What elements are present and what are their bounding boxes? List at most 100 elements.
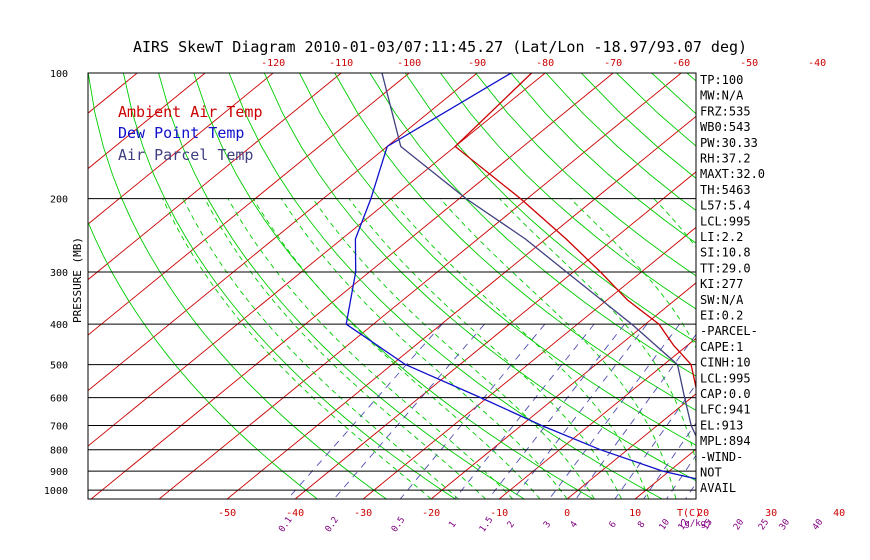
moist-adiabat-line <box>182 198 459 499</box>
series-layer <box>345 73 696 480</box>
moist-adiabat-line <box>280 198 568 499</box>
isotherm-line <box>88 73 274 225</box>
dry-adiabat-line <box>228 73 663 499</box>
top-temp-tick-label: -90 <box>468 58 486 69</box>
moist-adiabat-line <box>839 199 870 499</box>
dry-adiabat-line <box>88 221 318 499</box>
moist-adiabat-line <box>204 198 486 499</box>
dry-adiabat-line <box>651 73 696 115</box>
isotherm-line <box>362 226 696 499</box>
top-temp-tick-label: -70 <box>604 58 622 69</box>
mixing-ratio-line <box>512 323 648 499</box>
stat-line: TP:100 <box>700 73 743 87</box>
top-temp-tick-label: -50 <box>740 58 758 69</box>
moist-adiabat-line <box>312 198 595 499</box>
pressure-tick-label: 100 <box>50 69 68 80</box>
mixing-ratio-line <box>575 333 696 499</box>
stat-line: TH:5463 <box>700 183 751 197</box>
mixing-ratio-line <box>787 324 870 499</box>
top-temp-tick-label: -100 <box>397 58 421 69</box>
isotherm-line <box>158 73 682 499</box>
isotherm-line <box>566 393 696 499</box>
isotherm-line <box>294 171 696 499</box>
stat-line: MPL:894 <box>700 434 751 448</box>
pressure-tick-label: 900 <box>50 467 68 478</box>
bottom-temp-tick-label: 40 <box>833 508 845 519</box>
mixing-ratio-tick-label: 4 <box>569 520 580 530</box>
isotherm-line <box>88 73 546 447</box>
stat-line: -WIND- <box>700 450 743 464</box>
stat-line: AVAIL <box>700 481 736 495</box>
isotherm-line <box>88 73 410 336</box>
dry-adiabat-line <box>263 73 696 482</box>
pressure-tick-label: 600 <box>50 394 68 405</box>
dry-adiabat-line <box>334 73 696 411</box>
mixing-ratio-line <box>820 324 870 499</box>
stat-line: EI:0.2 <box>700 309 743 323</box>
stat-line: CAPE:1 <box>700 340 743 354</box>
mixing-ratio-line <box>741 324 851 499</box>
bottom-temp-tick-label: 0 <box>564 508 570 519</box>
legend-ambient: Ambient Air Temp <box>118 103 263 121</box>
y-axis-label: PRESSURE (MB) <box>71 237 84 323</box>
top-temp-tick-label: -110 <box>329 58 353 69</box>
stat-line: LCL:995 <box>700 371 751 385</box>
dry-adiabat-line <box>88 73 387 499</box>
mixing-ratio-tick-label: 6 <box>608 520 619 530</box>
isotherm-line <box>498 337 696 499</box>
stat-line: SW:N/A <box>700 293 744 307</box>
mixing-ratio-line <box>287 323 443 499</box>
pressure-tick-label: 500 <box>50 361 68 372</box>
dry-adiabat-line <box>757 73 870 499</box>
bottom-temp-tick-label: -40 <box>286 508 304 519</box>
mixing-ratio-tick-label: 2 <box>506 520 517 530</box>
pressure-tick-label: 400 <box>50 320 68 331</box>
moist-adiabat-line <box>743 199 791 499</box>
pressure-tick-label: 200 <box>50 195 68 206</box>
stat-line: CAP:0.0 <box>700 387 751 401</box>
bottom-temp-tick-label: 10 <box>629 508 641 519</box>
stat-line: MAXT:32.0 <box>700 167 765 181</box>
moist-adiabat-line <box>227 198 514 499</box>
mixing-ratio-tick-label: 1 <box>447 520 458 530</box>
mixing-ratio-tick-label: 0.5 <box>390 515 408 534</box>
isotherm-line <box>88 73 342 281</box>
dry-adiabat-line <box>828 73 870 499</box>
stat-line: MW:N/A <box>700 89 744 103</box>
mixing-ratio-tick-label: 25 <box>757 518 771 533</box>
isotherm-line <box>430 282 696 499</box>
plot-frame <box>87 72 697 500</box>
dry-adiabat-line <box>440 73 696 310</box>
stat-line: WB0:543 <box>700 120 751 134</box>
mixing-ratio-tick-label: 8 <box>636 520 647 530</box>
top-temp-tick-label: -60 <box>672 58 690 69</box>
grid <box>0 73 870 499</box>
mixing-ratio-tick-label: 40 <box>811 518 825 533</box>
units-label: T(C) <box>677 508 701 519</box>
stat-line: LI:2.2 <box>700 230 743 244</box>
legend: Ambient Air Temp Dew Point Temp Air Parc… <box>118 103 263 164</box>
legend-parcel: Air Parcel Temp <box>118 146 253 164</box>
isotherm-line <box>771 73 870 499</box>
mixing-ratio-tick-label: 30 <box>778 518 792 533</box>
isotherm-line <box>90 73 614 499</box>
isotherm-line <box>0 73 69 499</box>
pressure-tick-label: 300 <box>50 268 68 279</box>
isotherm-line <box>226 115 696 499</box>
stat-line: RH:37.2 <box>700 152 751 166</box>
isotherm-line <box>0 73 1 499</box>
chart-title: AIRS SkewT Diagram 2010-01-03/07:11:45.2… <box>133 38 747 56</box>
pressure-tick-label: 700 <box>50 422 68 433</box>
dry-adiabat-line <box>369 73 696 377</box>
bottom-temp-tick-label: -20 <box>422 508 440 519</box>
legend-dew: Dew Point Temp <box>118 124 244 142</box>
stat-line: KI:277 <box>700 277 743 291</box>
bottom-temp-tick-label: -30 <box>354 508 372 519</box>
mixing-ratio-line <box>766 324 870 499</box>
dry-adiabat-line <box>122 73 456 499</box>
mixing-ratio-line <box>399 323 546 499</box>
bottom-temp-tick-label: -10 <box>490 508 508 519</box>
pressure-tick-label: 1000 <box>44 486 68 497</box>
